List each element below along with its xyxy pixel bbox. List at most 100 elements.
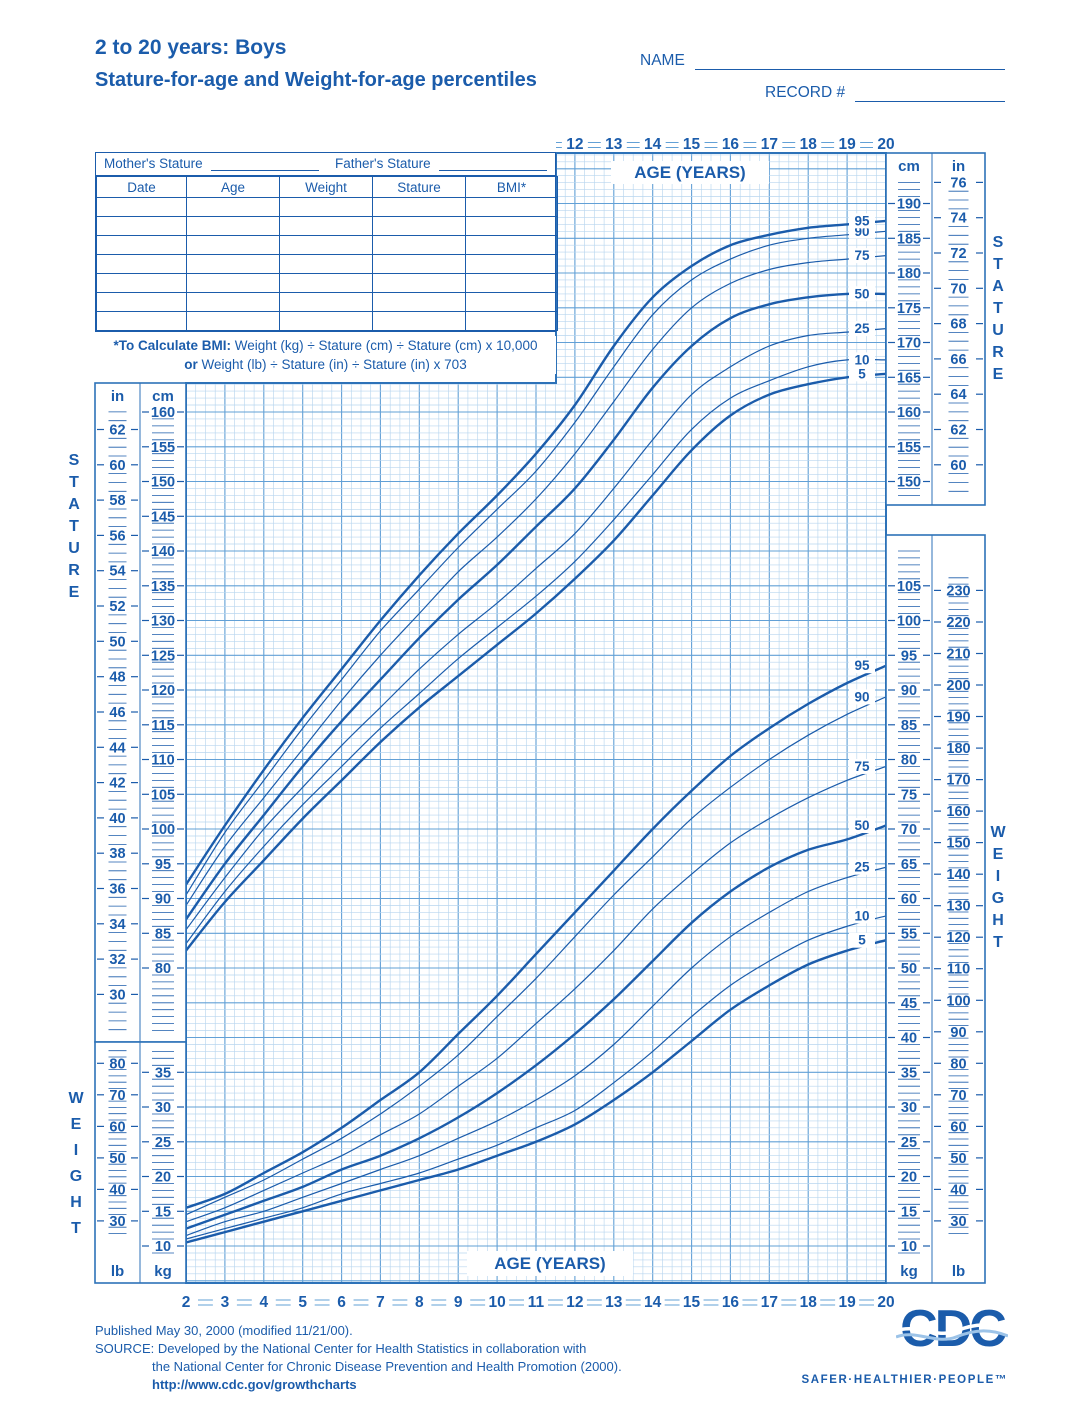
table-cell[interactable]: [96, 216, 187, 236]
tick-label: 30: [155, 1100, 171, 1116]
stature-curve-p90: [186, 230, 886, 896]
axis-letter: U: [68, 540, 80, 557]
bmi-note: *To Calculate BMI: Weight (kg) ÷ Stature…: [95, 336, 556, 374]
table-cell[interactable]: [279, 235, 373, 255]
cdc-tagline: SAFER·HEALTHIER·PEOPLE™: [801, 1374, 1008, 1386]
table-row: [96, 311, 558, 331]
table-cell[interactable]: [96, 254, 187, 274]
tick-label: 30: [109, 987, 125, 1003]
table-cell[interactable]: [465, 254, 558, 274]
table-cell[interactable]: [372, 292, 466, 312]
tick-label: 46: [109, 705, 125, 721]
age-top-tick-12: 12: [566, 136, 583, 153]
father-stature-input-line[interactable]: [438, 159, 547, 171]
age-bottom-tick-6: 6: [337, 1294, 346, 1311]
table-cell[interactable]: [186, 235, 280, 255]
table-cell[interactable]: [96, 311, 187, 331]
stature-percentile-label-75: 75: [854, 248, 870, 263]
axis-letter: T: [993, 934, 1003, 951]
tick-label: 165: [897, 370, 921, 386]
axis-letter: I: [995, 868, 1001, 885]
age-bottom-tick-16: 16: [722, 1294, 740, 1311]
table-cell[interactable]: [96, 292, 187, 312]
weight-percentile-label-5: 5: [858, 933, 866, 948]
tick-label: 145: [151, 509, 175, 525]
table-row: [96, 273, 558, 293]
unit-label-cm: cm: [898, 158, 920, 175]
source-line-1: SOURCE: Developed by the National Center…: [95, 1341, 587, 1356]
record-field: RECORD #: [765, 84, 1005, 102]
tick-label: 76: [950, 175, 966, 191]
tick-label: 80: [950, 1056, 966, 1072]
weight-curve-p50: [186, 824, 886, 1230]
tick-label: 74: [950, 211, 966, 227]
table-cell[interactable]: [372, 197, 466, 217]
tick-label: 190: [897, 197, 921, 213]
tick-label: 90: [901, 683, 917, 699]
bmi-note-line2-bold: or: [184, 357, 198, 372]
axis-letter: E: [70, 1116, 82, 1133]
tick-label: 115: [151, 718, 174, 734]
age-bottom-tick-7: 7: [376, 1294, 385, 1311]
table-cell[interactable]: [372, 273, 466, 293]
table-cell[interactable]: [372, 311, 466, 331]
weight-percentile-label-75: 75: [854, 759, 870, 774]
table-cell[interactable]: [186, 292, 280, 312]
tick-label: 175: [897, 301, 921, 317]
stature-curve-p95: [186, 219, 886, 886]
table-cell[interactable]: [186, 311, 280, 331]
table-cell[interactable]: [279, 273, 373, 293]
tick-label: 38: [109, 846, 125, 862]
axis-letter: H: [70, 1194, 82, 1211]
weight-curve-p5: [186, 939, 886, 1244]
tick-label: 185: [897, 231, 921, 247]
tick-label: 160: [897, 405, 921, 421]
table-cell[interactable]: [372, 235, 466, 255]
record-input-line[interactable]: [855, 86, 1005, 102]
table-cell[interactable]: [465, 197, 558, 217]
tick-label: 62: [109, 423, 125, 439]
table-cell[interactable]: [279, 216, 373, 236]
age-bottom-tick-12: 12: [566, 1294, 583, 1311]
table-cell[interactable]: [372, 216, 466, 236]
weight-percentile-label-50: 50: [854, 818, 869, 833]
axis-letter: G: [69, 1168, 83, 1185]
table-cell[interactable]: [96, 197, 187, 217]
table-cell[interactable]: [372, 254, 466, 274]
tick-label: 44: [109, 740, 125, 756]
table-cell[interactable]: [279, 197, 373, 217]
table-cell[interactable]: [279, 292, 373, 312]
axis-scales: 6260585654525048464442403836343230160155…: [94, 152, 986, 1284]
tick-label: 155: [897, 440, 921, 456]
table-cell[interactable]: [465, 292, 558, 312]
mother-stature-input-line[interactable]: [210, 159, 319, 171]
age-bottom-tick-14: 14: [644, 1294, 662, 1311]
table-cell[interactable]: [279, 254, 373, 274]
table-cell[interactable]: [96, 235, 187, 255]
table-cell[interactable]: [279, 311, 373, 331]
bmi-note-line1: *To Calculate BMI: Weight (kg) ÷ Stature…: [95, 336, 556, 355]
table-cell[interactable]: [186, 216, 280, 236]
tick-label: 150: [897, 475, 921, 491]
axis-letter: T: [993, 300, 1003, 317]
tick-label: 80: [109, 1056, 125, 1072]
tick-label: 40: [109, 1182, 125, 1198]
table-cell[interactable]: [96, 273, 187, 293]
tick-label: 90: [950, 1025, 966, 1041]
table-cell[interactable]: [186, 273, 280, 293]
table-cell[interactable]: [465, 311, 558, 331]
table-cell[interactable]: [465, 273, 558, 293]
table-cell[interactable]: [465, 235, 558, 255]
growthcharts-url[interactable]: http://www.cdc.gov/growthcharts: [152, 1377, 357, 1392]
table-cell[interactable]: [186, 197, 280, 217]
table-cell[interactable]: [465, 216, 558, 236]
name-input-line[interactable]: [694, 54, 1005, 70]
tick-label: 150: [151, 475, 175, 491]
table-cell[interactable]: [186, 254, 280, 274]
tick-label: 135: [151, 579, 175, 595]
weight-percentile-label-10: 10: [854, 908, 869, 923]
